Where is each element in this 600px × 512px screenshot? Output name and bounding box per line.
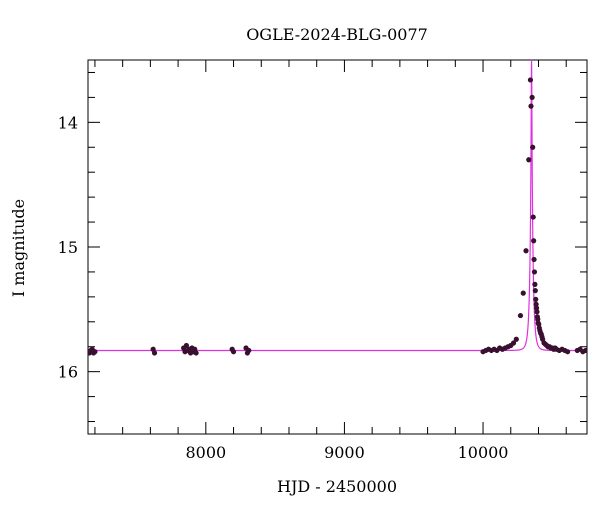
plot-frame (87, 59, 588, 435)
x-tick-label: 9000 (324, 443, 365, 462)
data-point (510, 340, 517, 346)
data-point (183, 342, 190, 349)
y-tick-label: 14 (58, 113, 78, 132)
data-point (533, 296, 539, 302)
data-point (531, 256, 537, 263)
y-tick-label: 15 (58, 238, 78, 257)
data-point (520, 290, 526, 296)
data-point (526, 157, 532, 163)
data-point (531, 269, 538, 275)
data-point (513, 336, 519, 342)
data-point (193, 350, 199, 356)
data-point (527, 77, 534, 83)
data-point (530, 144, 536, 150)
plot-area: 8000 9000 10000 14 15 16 (58, 59, 588, 462)
y-tick-label: 16 (58, 363, 78, 382)
y-axis-label: I magnitude (9, 199, 28, 297)
x-axis-label: HJD - 2450000 (277, 477, 397, 496)
model-curve (88, 60, 587, 352)
x-tick-label: 10000 (458, 443, 509, 462)
data-point (230, 349, 237, 355)
data-point (534, 309, 540, 315)
data-point (92, 349, 98, 355)
data-point (532, 288, 538, 294)
data-point (531, 238, 537, 244)
data-point (523, 248, 529, 254)
data-point (528, 103, 534, 109)
data-point (529, 94, 535, 100)
x-tick-label: 8000 (185, 443, 226, 462)
data-point (583, 347, 587, 354)
data-point (517, 312, 524, 319)
data-point (530, 214, 536, 220)
data-point (246, 347, 252, 354)
data-point (564, 349, 571, 355)
data-point (532, 281, 538, 287)
chart-title: OGLE-2024-BLG-0077 (246, 25, 428, 44)
data-point (151, 350, 158, 356)
